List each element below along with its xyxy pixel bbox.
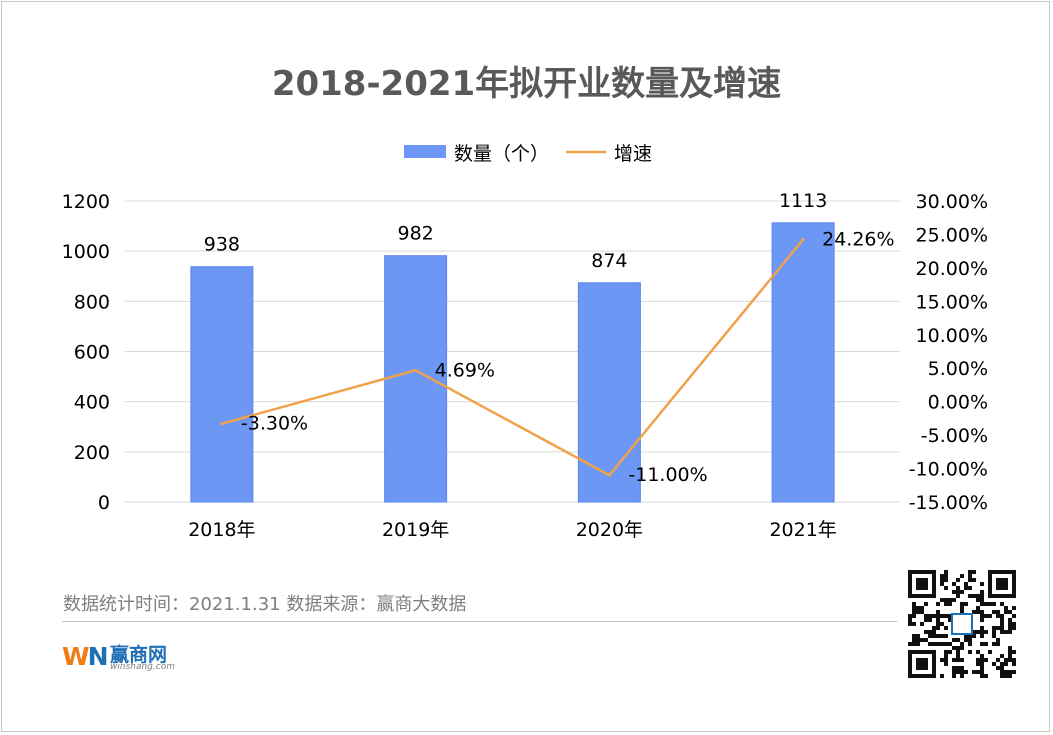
legend: 数量（个） 增速: [404, 143, 652, 165]
legend-bar-swatch: [404, 145, 446, 158]
y-left-tick-label: 0: [98, 492, 110, 514]
bar: [384, 255, 448, 503]
y-right-tick-label: 20.00%: [916, 258, 988, 280]
y-right-tick-label: 10.00%: [916, 325, 988, 347]
line-data-label: 24.26%: [822, 228, 894, 250]
logo-mark-icon: WN: [62, 642, 109, 671]
logo-name: 赢商网: [110, 644, 168, 666]
y-right-tick-label: 5.00%: [928, 358, 988, 380]
qr-code-icon: [908, 570, 1016, 678]
x-tick-label: 2019年: [382, 519, 449, 541]
y-left-tick-label: 800: [74, 291, 110, 313]
x-tick-label: 2021年: [769, 519, 836, 541]
grid-lines: [125, 200, 900, 503]
line-data-label: -11.00%: [628, 464, 707, 486]
bar-data-label: 982: [397, 223, 433, 245]
y-right-tick-label: -5.00%: [921, 425, 988, 447]
chart-title: 2018-2021年拟开业数量及增速: [271, 64, 782, 104]
y-right-tick-label: 30.00%: [916, 191, 988, 213]
line-data-label: 4.69%: [435, 359, 495, 381]
bar: [771, 222, 835, 503]
y-right-tick-label: 15.00%: [916, 291, 988, 313]
footer-divider: [62, 621, 897, 622]
y-right-tick-label: 25.00%: [916, 224, 988, 246]
line-point: [414, 368, 418, 372]
footer-source-text: 数据统计时间：2021.1.31 数据来源：赢商大数据: [63, 594, 467, 615]
line-point: [801, 237, 805, 241]
y-left-tick-label: 1200: [62, 191, 110, 213]
data-labels: 938 982 874 1113 -3.30% 4.69% -11.00% 24.26%: [204, 190, 895, 486]
legend-bar-label: 数量（个）: [454, 143, 549, 165]
y-left-tick-label: 400: [74, 392, 110, 414]
bar-data-label: 938: [204, 234, 240, 256]
logo-url: winshang.com: [110, 662, 175, 672]
line-point: [607, 473, 611, 477]
legend-line-label: 增速: [614, 143, 652, 165]
line-series: [220, 237, 805, 477]
x-tick-label: 2020年: [576, 519, 643, 541]
line-data-label: -3.30%: [241, 413, 308, 435]
y-left-tick-label: 1000: [62, 241, 110, 263]
axes: 0 200 400 600 800 1000 1200 -15.00% -10.00% -5.00…: [62, 191, 988, 541]
bar-data-label: 874: [591, 250, 627, 272]
y-right-tick-label: 0.00%: [928, 392, 988, 414]
bar-data-label: 1113: [779, 190, 827, 212]
y-right-tick-label: -15.00%: [909, 492, 988, 514]
line-point: [220, 422, 224, 426]
y-right-tick-label: -10.00%: [909, 459, 988, 481]
x-tick-label: 2018年: [188, 519, 255, 541]
growth-line: [221, 238, 805, 477]
bar-series: [190, 222, 835, 503]
y-left-tick-label: 200: [74, 442, 110, 464]
bar: [190, 266, 254, 503]
y-left-tick-label: 600: [74, 342, 110, 364]
